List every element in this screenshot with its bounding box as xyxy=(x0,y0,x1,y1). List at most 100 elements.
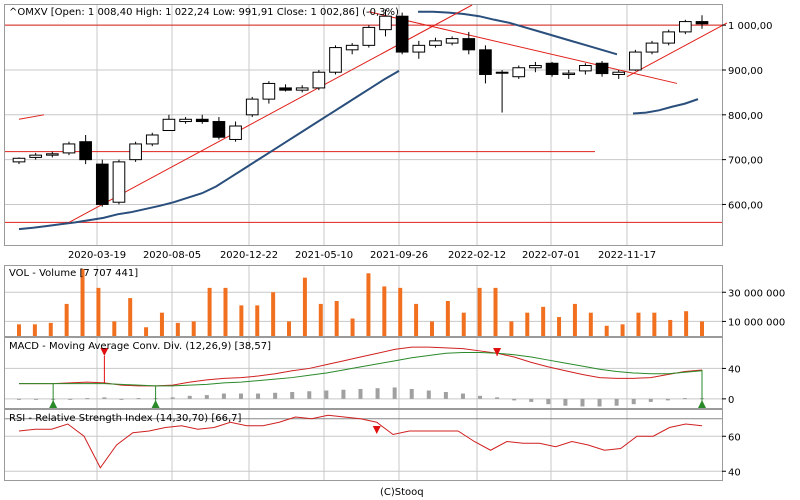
macd-y-axis: 40 0 xyxy=(722,364,741,406)
volume-bar xyxy=(445,301,450,336)
trend-line xyxy=(626,22,728,78)
trend-line xyxy=(368,11,678,84)
candle-body xyxy=(79,141,92,161)
macd-histogram-bar xyxy=(85,398,90,400)
sell-signal-marker xyxy=(493,348,502,356)
volume-bar xyxy=(128,298,133,336)
trend-line xyxy=(18,114,45,120)
volume-bar xyxy=(175,322,180,336)
horizontal-lines xyxy=(5,24,722,223)
copyright-footer: (C)Stooq xyxy=(380,487,424,498)
candle-body xyxy=(112,161,126,203)
macd-histogram-bar xyxy=(563,398,568,406)
macd-histogram-bar xyxy=(221,393,226,399)
volume-bar xyxy=(334,301,339,336)
volume-bar xyxy=(32,324,37,336)
volume-bar xyxy=(302,277,307,336)
macd-histogram-bar xyxy=(238,393,243,399)
volume-bar xyxy=(80,268,85,336)
candle-body xyxy=(545,62,559,75)
price-tick-label: 600,00 xyxy=(728,200,763,211)
macd-histogram-bar xyxy=(682,398,687,400)
macd-tick-label: 40 xyxy=(728,364,741,375)
candle-body xyxy=(395,15,409,53)
volume-bar xyxy=(541,306,546,336)
macd-histogram-bar xyxy=(187,395,192,399)
volume-bar xyxy=(398,287,403,336)
candle-body xyxy=(629,51,642,71)
candle-body xyxy=(495,71,509,74)
macd-histogram-bar xyxy=(341,389,346,399)
price-tick-label: 900,00 xyxy=(728,66,763,77)
volume-bar xyxy=(96,287,101,336)
volume-bar xyxy=(588,312,593,336)
rsi-grid xyxy=(5,410,722,480)
candle-body xyxy=(145,134,159,145)
candle-body xyxy=(329,47,342,73)
rsi-panel-frame xyxy=(4,409,723,481)
moving-average-line xyxy=(18,10,699,231)
macd-histogram-bar xyxy=(529,398,534,402)
candle-body xyxy=(595,62,609,75)
volume-bar xyxy=(271,292,276,336)
volume-bar xyxy=(477,287,482,336)
macd-histogram-bar xyxy=(443,392,448,399)
volume-bar xyxy=(17,324,21,336)
volume-bar xyxy=(159,312,164,336)
rsi-panel-title: RSI - Relative Strength Index (14,30,70)… xyxy=(9,413,242,424)
volume-bar xyxy=(636,312,641,336)
buy-signal-marker xyxy=(151,400,160,408)
candle-body xyxy=(645,42,659,53)
date-tick-label: 2022-02-12 xyxy=(448,250,506,261)
buy-signal-marker xyxy=(698,400,706,408)
volume-bar xyxy=(668,319,673,336)
candle-body xyxy=(179,118,192,123)
rsi-polyline xyxy=(18,414,703,469)
macd-histogram-bar xyxy=(409,388,414,399)
macd-histogram-bar xyxy=(495,397,500,399)
date-tick-label: 2020-12-22 xyxy=(220,250,278,261)
candle-body xyxy=(445,38,459,44)
macd-histogram-bar xyxy=(102,397,107,399)
date-tick-label: 2021-09-26 xyxy=(370,250,428,261)
volume-tick-label: 10 000 000 xyxy=(728,317,785,328)
macd-histogram-bar xyxy=(648,398,653,402)
candle-body xyxy=(95,163,109,205)
volume-bar xyxy=(620,324,625,336)
macd-histogram-bar xyxy=(580,398,585,407)
candle-body xyxy=(129,143,142,161)
rsi-signal-marker xyxy=(372,426,381,434)
candle-body xyxy=(429,40,442,46)
volume-bar xyxy=(652,312,657,336)
volume-bar xyxy=(366,273,371,336)
volume-bar xyxy=(525,312,530,336)
candle-body xyxy=(29,154,42,158)
macd-histogram-bar xyxy=(460,393,465,399)
candle-body xyxy=(529,65,542,69)
macd-line xyxy=(19,346,703,387)
price-panel-title: ^OMXV [Open: 1 008,40 High: 1 022,24 Low… xyxy=(9,7,399,18)
macd-histogram-bar xyxy=(392,387,397,399)
macd-histogram-bar xyxy=(34,398,39,400)
candle-body xyxy=(12,157,26,163)
volume-bar xyxy=(382,286,387,336)
volume-bar xyxy=(144,327,149,336)
moving-average-segment xyxy=(418,10,618,56)
candle-body xyxy=(362,26,376,46)
volume-bar xyxy=(700,321,704,336)
buy-signal-marker xyxy=(49,400,58,408)
macd-histogram-bar xyxy=(119,398,124,400)
macd-histogram-bar xyxy=(290,392,295,399)
volume-bar xyxy=(493,287,498,336)
volume-bar xyxy=(48,322,53,336)
candle-body xyxy=(695,21,709,25)
volume-bar xyxy=(287,321,292,336)
price-tick-label: 800,00 xyxy=(728,111,763,122)
volume-bar xyxy=(223,287,228,336)
moving-average-segment xyxy=(632,98,699,115)
candle-body xyxy=(562,72,576,75)
macd-histogram xyxy=(17,387,704,407)
candle-body xyxy=(279,87,292,91)
macd-histogram-bar xyxy=(512,398,517,401)
candle-body xyxy=(262,82,276,100)
